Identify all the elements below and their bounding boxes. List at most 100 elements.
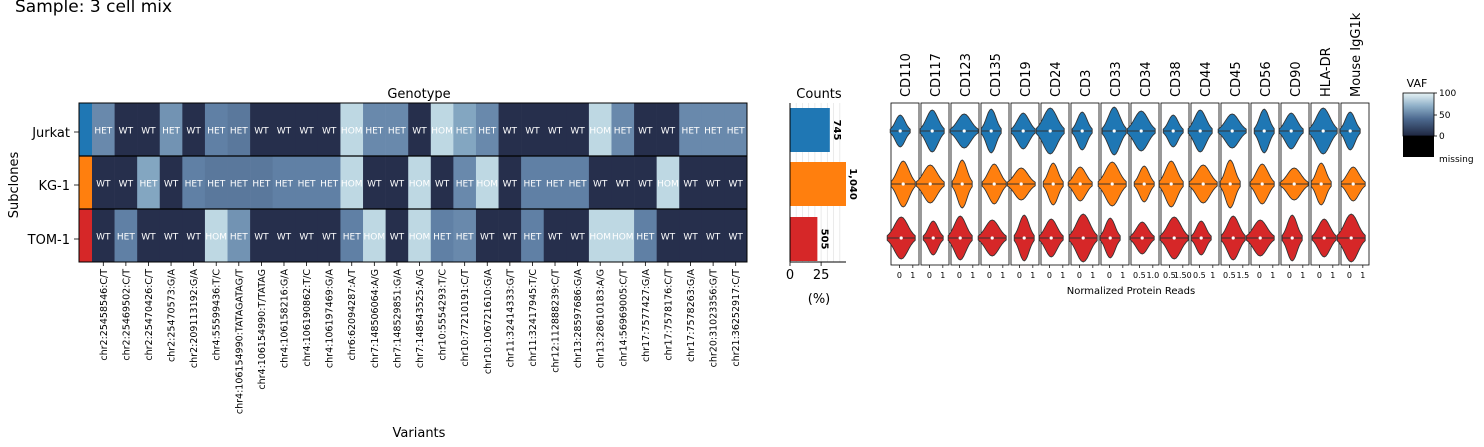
genotype-cell-label: WT: [480, 233, 495, 243]
violin-panel-Mouse IgG1k: Mouse IgG1k 0 1: [1336, 12, 1370, 280]
genotype-cell: [363, 209, 386, 262]
variant-tick-label: chr17:7578176:C/T: [663, 269, 674, 361]
genotype-cell-label: WT: [322, 233, 337, 243]
genotype-cell: [634, 156, 657, 209]
genotype-cell-label: HET: [682, 127, 700, 137]
genotype-cell-label: HET: [614, 127, 632, 137]
violin-panel-CD90: CD90 0 1: [1278, 61, 1310, 280]
counts-axis-label: (%): [808, 292, 831, 307]
genotype-cell: [453, 209, 477, 262]
genotype-cell: [543, 156, 567, 209]
genotype-cell-label: HOM: [409, 233, 431, 243]
variant-tick-label: chr4:106190862:T/C: [302, 269, 313, 367]
counts-bar-chart: Counts (%) 745 1,040 505 0 25: [786, 87, 858, 307]
genotype-cell-label: HET: [727, 127, 745, 137]
counts-x-tick-label: 25: [813, 268, 830, 283]
genotype-cell-label: WT: [390, 233, 405, 243]
genotype-cell: [182, 103, 206, 156]
protein-label: CD45: [1229, 61, 1244, 97]
genotype-cell: [340, 156, 364, 209]
violin-median: [1322, 236, 1326, 240]
violin-x-tick-label: 0.5: [1193, 271, 1206, 280]
violin-x-tick-label: 1: [910, 271, 915, 280]
violin-x-tick-label: 1: [1000, 271, 1005, 280]
genotype-cell: [204, 103, 228, 156]
violin-panel-HLA-DR: HLA-DR 0 1: [1308, 47, 1340, 280]
genotype-cell: [430, 156, 454, 209]
violin-panel-CD24: CD24 0 1: [1035, 61, 1070, 280]
genotype-cell-label: HOM: [612, 233, 634, 243]
genotype-cell: [363, 103, 386, 156]
violin-x-tick-label: 0.5: [1133, 271, 1146, 280]
violin-median: [958, 236, 962, 240]
genotype-cell-label: WT: [141, 233, 156, 243]
genotype-title: Genotype: [387, 87, 450, 102]
genotype-cell-label: HET: [478, 127, 496, 137]
variant-tick-label: chr17:7578263:G/A: [686, 269, 697, 363]
genotype-cell-label: HET: [207, 127, 225, 137]
genotype-cell-label: WT: [570, 127, 585, 137]
variant-tick-label: chr4:106158216:G/A: [279, 269, 290, 369]
genotype-cell-label: WT: [299, 233, 314, 243]
variant-tick-label: chr17:7577427:G/A: [641, 269, 652, 363]
genotype-cell-label: HET: [298, 180, 316, 190]
violin-panel-CD38: CD38 0.51.50: [1158, 61, 1192, 280]
protein-label: Mouse IgG1k: [1349, 12, 1364, 97]
violin-x-tick-label: 1: [970, 271, 975, 280]
violin-median: [930, 129, 934, 133]
violin-median: [1139, 129, 1143, 133]
genotype-cell-label: WT: [706, 233, 721, 243]
genotype-cell-label: WT: [412, 127, 427, 137]
genotype-cell: [385, 209, 409, 262]
genotype-cell: [159, 209, 183, 262]
violin-x-tick-label: 0: [927, 271, 932, 280]
genotype-cell: [272, 103, 296, 156]
genotype-cell: [498, 103, 522, 156]
subclone-label: KG-1: [38, 179, 70, 194]
subclone-label: Jurkat: [31, 126, 70, 141]
genotype-cell-label: HET: [365, 127, 383, 137]
violin-x-tick-label: 1: [1360, 271, 1365, 280]
genotype-cell: [566, 103, 590, 156]
genotype-cell-label: HET: [569, 180, 587, 190]
genotype-cell: [430, 103, 454, 156]
genotype-cell: [521, 209, 545, 262]
genotype-cell: [475, 209, 499, 262]
violin-median: [1349, 236, 1353, 240]
vaf-colorbar-title: VAF: [1407, 77, 1428, 90]
genotype-cell-label: HET: [523, 233, 541, 243]
genotype-cell: [295, 209, 319, 262]
violin-x-tick-label: 1: [1030, 271, 1035, 280]
violin-median: [1230, 129, 1234, 133]
violin-median: [1171, 129, 1175, 133]
violin-panel-CD33: CD33 0 1: [1097, 61, 1130, 280]
protein-label: HLA-DR: [1319, 47, 1334, 97]
genotype-cell-label: HET: [523, 180, 541, 190]
violin-median: [1172, 236, 1176, 240]
violin-median: [1262, 129, 1266, 133]
violin-median: [1231, 236, 1235, 240]
genotype-cell: [227, 156, 251, 209]
protein-label: CD38: [1169, 61, 1184, 97]
genotype-cell-label: HET: [388, 127, 406, 137]
violin-x-tick-label: 1: [1270, 271, 1275, 280]
genotype-cell: [543, 209, 567, 262]
genotype-cell: [679, 209, 703, 262]
page-title: Sample: 3 cell mix: [15, 0, 173, 17]
genotype-cell-label: WT: [525, 127, 540, 137]
genotype-cell: [114, 103, 138, 156]
genotype-cell: [92, 209, 115, 262]
genotype-cell: [137, 103, 161, 156]
genotype-cell-label: HET: [636, 233, 654, 243]
violin-x-tick-label: 0: [957, 271, 962, 280]
violin-panel-CD3: CD3 0 1: [1067, 70, 1100, 280]
genotype-cell-label: WT: [141, 127, 156, 137]
violin-median: [960, 182, 964, 186]
violin-x-tick-label: 1.0: [1146, 271, 1159, 280]
protein-label: CD90: [1289, 61, 1304, 97]
violin-panel-CD123: CD123 0 1: [947, 53, 980, 280]
genotype-cell-label: HET: [320, 180, 338, 190]
variant-tick-label: chr4:106154990:TATAGATAG/T: [234, 269, 245, 414]
genotype-cell: [724, 209, 748, 262]
